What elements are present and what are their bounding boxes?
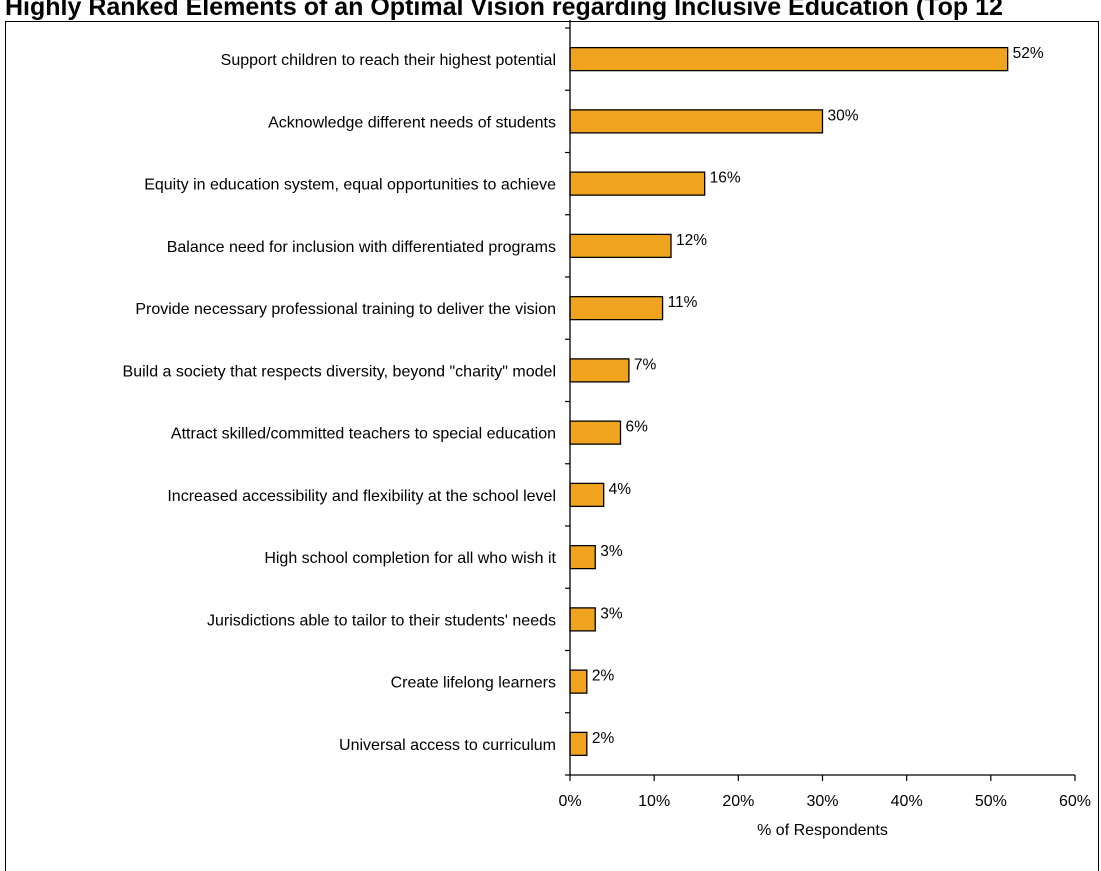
value-label: 12% [676,232,707,249]
value-label: 3% [600,605,623,622]
bar [569,171,706,196]
axes-group: 0% 10% 20% 30% 40% 50% 60% [558,20,1091,810]
category-label: Build a society that respects diversity,… [123,363,556,380]
page-title: Highly Ranked Elements of an Optimal Vis… [5,0,1003,21]
bar [569,358,630,383]
x-tick-label: 30% [806,793,838,810]
value-label: 52% [1013,45,1044,62]
bar [569,109,824,134]
bar [569,420,622,445]
x-tick-label: 20% [722,793,754,810]
bar [569,731,588,757]
value-label: 6% [626,419,649,436]
x-tick-label: 40% [891,793,923,810]
category-label: Balance need for inclusion with differen… [167,239,556,256]
value-label: 4% [609,481,632,498]
category-label: Support children to reach their highest … [221,52,556,69]
bar [569,482,605,508]
x-tick-label: 10% [638,793,670,810]
category-label: Attract skilled/committed teachers to sp… [171,426,556,443]
x-tick-label: 0% [558,793,581,810]
x-tick-label: 60% [1059,793,1091,810]
value-label: 30% [828,107,859,124]
bar [569,544,596,570]
bar [569,233,672,259]
category-label: Universal access to curriculum [339,737,556,754]
category-label: Acknowledge different needs of students [268,114,556,131]
bars-group: Support children to reach their highest … [123,45,1044,757]
value-label: 11% [668,294,698,311]
value-label: 16% [710,170,741,187]
bar [569,607,596,632]
x-axis-title: % of Respondents [757,822,888,839]
bar [569,669,588,694]
category-label: Increased accessibility and flexibility … [167,488,556,505]
value-label: 3% [600,543,623,560]
bar [569,46,1009,72]
value-label: 2% [592,668,615,685]
chart-frame [5,21,1099,871]
value-label: 2% [592,730,615,747]
bar [569,295,664,321]
category-label: Jurisdictions able to tailor to their st… [207,612,556,629]
category-label: Provide necessary professional training … [135,301,556,318]
category-label: Create lifelong learners [391,675,556,692]
category-label: High school completion for all who wish … [264,550,556,567]
category-label: Equity in education system, equal opport… [144,177,556,194]
value-label: 7% [634,356,657,373]
x-tick-label: 50% [975,793,1007,810]
